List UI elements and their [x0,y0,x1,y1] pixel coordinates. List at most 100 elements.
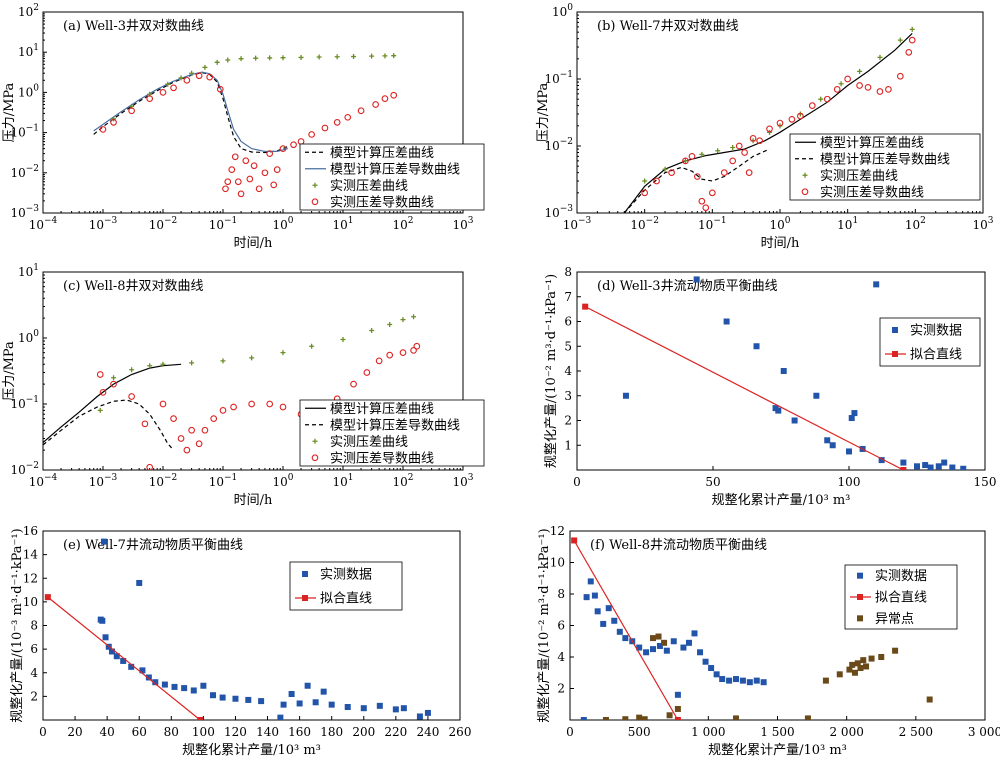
data-point [97,407,103,413]
data-point [905,48,913,56]
legend-marker [892,327,898,333]
data-point [824,437,831,444]
data-point [128,107,135,115]
data-point [813,392,820,399]
x-tick-label: 100 [769,216,790,232]
x-tick-label: 50 [705,475,720,489]
data-point [188,426,195,434]
data-point [713,671,720,678]
y-tick-label: 8 [564,265,572,279]
legend-box [879,317,981,367]
data-point [190,687,197,694]
x-axis-label: 时间/h [234,493,273,508]
legend-label: 实测压差曲线 [820,169,898,184]
data-point [181,685,188,692]
x-tick-label: 10−1 [209,216,238,232]
data-point [267,55,273,61]
y-tick-label: 100 [18,329,39,345]
x-tick-label: 100 [192,725,215,739]
data-point [390,91,398,99]
data-point [178,75,184,81]
x-tick-label: 101 [837,216,858,232]
data-point [363,369,371,376]
data-point [775,407,782,414]
data-point [600,620,607,627]
y-tick-label: 2 [557,682,565,696]
y-tick-label: 10−1 [10,124,39,140]
data-point [746,679,753,686]
data-point [141,420,149,428]
legend-marker [311,198,319,206]
data-point [160,361,166,367]
data-point [351,54,357,60]
data-point [655,633,662,640]
data-point [682,158,688,164]
data-point [605,605,612,612]
x-tick-label: 2 000 [829,725,863,739]
data-point [147,363,153,369]
data-point [320,688,327,695]
data-point [685,639,692,646]
data-point [715,148,721,154]
series-3 [99,72,398,198]
data-point [636,714,643,720]
data-point [922,462,929,469]
x-tick-label: 1 000 [691,725,725,739]
x-tick-label: 150 [974,475,997,489]
legend-marker [857,572,863,579]
x-tick-label: 180 [320,725,343,739]
y-tick-label: 101 [18,263,39,279]
chart-panel-a: 10−4 10−3 10−2 10−1 100 101 102 10310−310−210−1… [2,3,485,251]
data-point [892,647,899,654]
plot-frame [42,530,461,721]
data-point [202,64,208,70]
data-point [128,663,135,670]
data-point [662,166,668,172]
data-point [829,442,836,449]
data-point [108,648,115,655]
data-point [177,435,185,442]
data-point [350,380,357,388]
data-point [788,115,796,123]
data-point [230,403,237,411]
y-tick-label: 10−3 [544,204,573,220]
y-tick-label: 2 [564,414,572,428]
data-point [111,116,117,122]
data-point [146,463,154,470]
data-point [391,53,397,59]
y-axis-label: 压力/MPa [536,82,551,142]
data-point [129,367,135,373]
data-point [791,417,798,424]
data-point [935,463,942,470]
data-point [280,701,287,708]
data-point [279,403,287,411]
data-point [642,178,648,184]
data-point [290,141,297,149]
x-tick-label: 101 [332,473,353,489]
x-tick-label: 10−3 [89,473,118,489]
data-point [392,706,399,713]
x-tick-label: 10−1 [698,216,727,232]
data-point [846,448,852,455]
data-point [856,82,863,89]
data-point [309,343,315,349]
data-point [96,371,104,378]
x-tick-label: 3 000 [968,725,1000,739]
x-tick-label: 10−3 [563,216,592,232]
data-point [808,102,816,110]
data-point [248,400,255,408]
data-point [424,709,431,716]
series-line [573,540,679,720]
legend-label: 实测数据 [320,568,372,583]
data-point [873,281,880,288]
data-point [387,322,393,328]
data-point [636,644,643,651]
data-point [400,317,406,323]
y-tick-label: 5 [564,339,572,353]
data-point [702,204,710,212]
legend-marker [857,615,863,622]
